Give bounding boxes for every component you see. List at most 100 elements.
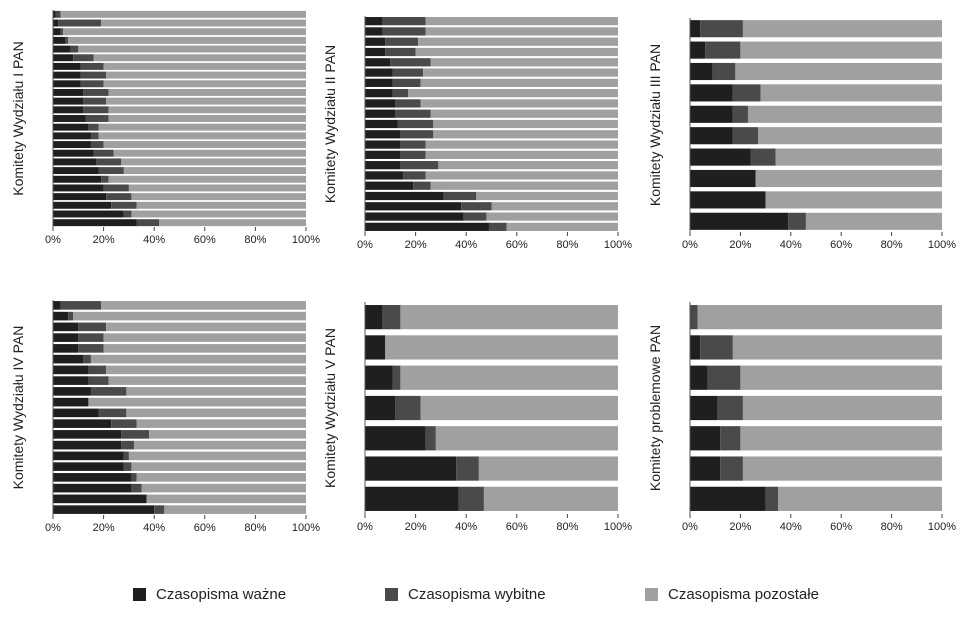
bar-segment-wybitne — [395, 99, 421, 108]
bar-segment-wazne — [53, 311, 69, 321]
bar-segment-wybitne — [60, 28, 64, 36]
bar-segment-pozostale — [103, 62, 306, 70]
bar-segment-pozostale — [760, 84, 942, 102]
bar-segment-pozostale — [149, 430, 306, 439]
bar-segment-wybitne — [400, 150, 426, 159]
bar-segment-wybitne — [690, 305, 698, 330]
bar-segment-wazne — [365, 140, 401, 149]
bar-segment-wybitne — [392, 89, 409, 98]
bar-segment-wazne — [53, 193, 107, 201]
bar-segment-pozostale — [755, 169, 942, 188]
bar-segment-pozostale — [78, 45, 306, 53]
bar-segment-wybitne — [720, 426, 741, 451]
bar-segment-wazne — [53, 397, 89, 407]
bar-segment-wazne — [365, 335, 386, 360]
bar-segment-wybitne — [65, 36, 69, 44]
bar-segment-pozostale — [506, 222, 618, 231]
bar-segment-pozostale — [425, 140, 618, 149]
x-tick-label: 20% — [405, 239, 427, 251]
bar-segment-pozostale — [108, 88, 306, 96]
bar-segment-wazne — [365, 181, 414, 190]
bar-segment-wazne — [690, 105, 733, 123]
bar-segment-pozostale — [103, 333, 306, 342]
x-tick-label: 80% — [881, 521, 903, 533]
bar-segment-wybitne — [382, 17, 426, 26]
bar-segment-pozostale — [133, 440, 306, 450]
bar-segment-wybitne — [488, 222, 507, 231]
chart-panel-1: 0% 20% 40% 60% 80% 100% Komitety Wydziału I PA… — [10, 10, 320, 246]
x-tick-label: 100% — [928, 521, 956, 533]
bar-segment-wazne — [365, 89, 393, 98]
bar-segment-wazne — [690, 148, 751, 166]
bar-segment-wazne — [53, 322, 79, 332]
bar-segment-wybitne — [88, 365, 107, 375]
bar-segment-wazne — [53, 219, 137, 227]
bar-segment-pozostale — [775, 148, 942, 166]
bar-segment-wybitne — [765, 486, 779, 511]
bar-segment-wazne — [690, 127, 733, 145]
bar-segment-pozostale — [415, 47, 618, 57]
bar-segment-wybitne — [732, 84, 761, 102]
bar-segment-wybitne — [382, 305, 401, 330]
bar-segment-wazne — [690, 20, 701, 38]
bar-segment-wazne — [53, 505, 155, 514]
chart-panel-4: 0% 20% 40% 60% 80% 100% Komitety Wydziału IV P… — [10, 300, 320, 534]
bar-segment-wazne — [53, 149, 94, 157]
bar-segment-wazne — [690, 456, 721, 481]
bar-segment-wybitne — [397, 119, 434, 129]
bar-segment-pozostale — [425, 150, 618, 159]
bar-segment-wazne — [53, 62, 81, 70]
bar-segment-pozostale — [108, 175, 306, 183]
y-axis-label: Komitety Wydziału III PAN — [647, 44, 663, 206]
bar-segment-pozostale — [146, 494, 306, 504]
bar-segment-wazne — [365, 17, 383, 26]
legend-item-wybitne: Czasopisma wybitne — [385, 582, 546, 606]
bar-segment-wybitne — [395, 395, 421, 421]
bar-segment-wybitne — [121, 430, 150, 439]
bar-segment-wazne — [365, 119, 398, 129]
bar-segment-wazne — [53, 301, 61, 310]
bar-segment-wazne — [53, 184, 104, 192]
y-axis-label: Komitety Wydziału V PAN — [322, 328, 338, 488]
bar-segment-wybitne — [85, 115, 109, 122]
x-tick-label: 100% — [604, 239, 632, 251]
bar-segment-wybitne — [55, 10, 61, 18]
bar-segment-wybitne — [717, 395, 743, 421]
x-tick-label: 100% — [928, 239, 956, 251]
bar-segment-wazne — [365, 365, 393, 390]
bar-segment-wazne — [690, 426, 721, 451]
bar-segment-pozostale — [131, 193, 306, 201]
bar-segment-wazne — [690, 84, 733, 102]
x-tick-label: 60% — [830, 521, 852, 533]
bar-segment-wazne — [53, 123, 89, 131]
bar-segment-wybitne — [98, 408, 127, 418]
bar-segment-pozostale — [420, 395, 618, 421]
bar-segment-wazne — [53, 141, 91, 149]
bar-segment-wazne — [690, 212, 789, 230]
bar-segment-wazne — [365, 171, 403, 180]
bar-segment-wazne — [53, 440, 122, 450]
bar-segment-wazne — [53, 97, 84, 105]
bar-segment-wybitne — [83, 106, 109, 114]
bar-segment-wybitne — [400, 130, 434, 139]
bar-segment-wazne — [53, 365, 89, 375]
bar-segment-wazne — [365, 78, 393, 87]
bar-segment-wybitne — [70, 45, 79, 53]
bar-segment-wybitne — [103, 184, 129, 192]
bar-segment-pozostale — [732, 335, 942, 360]
bar-segment-wazne — [365, 99, 396, 108]
bar-segment-wybitne — [88, 376, 109, 385]
x-tick-label: 40% — [143, 522, 165, 534]
bar-segment-wybitne — [705, 41, 741, 59]
bar-segment-wazne — [365, 202, 462, 211]
bar-segment-pozostale — [90, 354, 306, 364]
bar-segment-wazne — [53, 419, 112, 428]
bar-segment-wybitne — [88, 123, 99, 131]
bar-segment-wazne — [53, 71, 81, 79]
bar-segment-wybitne — [83, 88, 109, 96]
legend-item-wazne: Czasopisma ważne — [133, 582, 286, 606]
bar-segment-wybitne — [111, 201, 137, 209]
bar-segment-wybitne — [111, 419, 137, 428]
x-tick-label: 20% — [405, 521, 427, 533]
bar-segment-wybitne — [700, 335, 733, 360]
